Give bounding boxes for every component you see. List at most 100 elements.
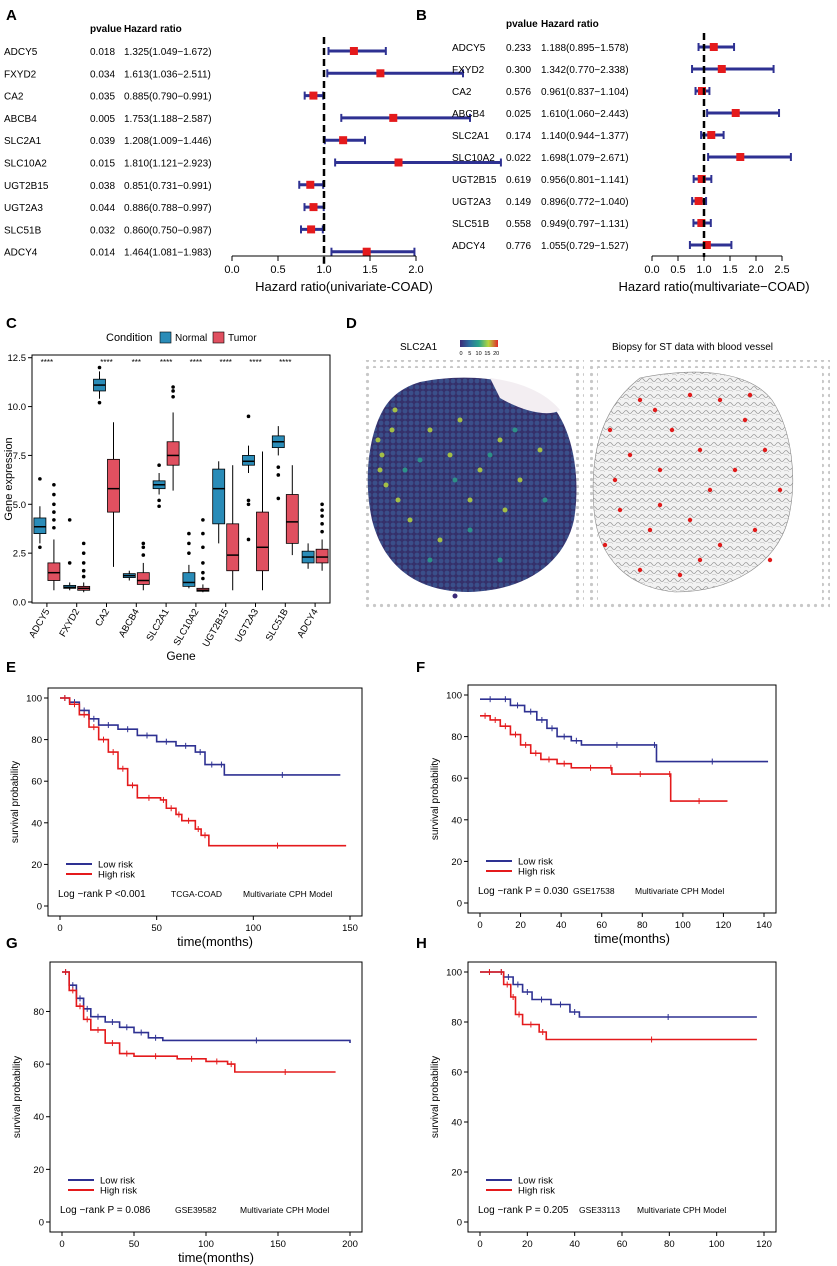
normal-outlier	[276, 473, 281, 477]
x-tick-label: 100	[198, 1239, 214, 1250]
normal-box	[242, 455, 255, 466]
x-tick-label: 0.0	[644, 264, 659, 276]
row-gene-label: CA2	[4, 92, 24, 103]
normal-outlier	[157, 463, 161, 468]
tumor-outlier	[201, 518, 205, 522]
model-label: Multivariate CPH Model	[243, 889, 332, 899]
tumor-box	[166, 441, 180, 466]
panel-letter-d: D	[346, 315, 357, 332]
panel-letter-c: C	[6, 315, 17, 332]
dataset-label: GSE17538	[573, 886, 615, 896]
tumor-box	[256, 511, 269, 572]
normal-outlier	[38, 545, 42, 550]
significance-marker: ****	[100, 358, 112, 367]
tumor-outlier	[141, 541, 146, 546]
x-tick-label: 1.5	[362, 264, 377, 276]
hr-point	[306, 180, 315, 189]
y-tick-label: 100	[26, 694, 42, 705]
hr-point	[394, 158, 403, 167]
y-tick-label: 20	[451, 857, 462, 868]
legend-swatch-tumor	[212, 331, 225, 344]
normal-outlier	[276, 465, 281, 469]
km-plot-gse33113: 0 20 40 60 80 100 0 20 40 60 80 100 120 survival prob…	[430, 961, 777, 1250]
colorbar-tick-label: 15	[484, 351, 490, 357]
y-tick-label: 40	[31, 818, 42, 829]
legend-label-high: High risk	[518, 867, 555, 878]
logrank-text: Log −rank P <0.001	[58, 889, 146, 900]
logrank-text: Log −rank P = 0.205	[478, 1205, 569, 1216]
hr-point	[694, 197, 703, 205]
header-hazard-ratio: Hazard ratio	[124, 24, 182, 35]
row-gene-label: FXYD2	[452, 65, 485, 76]
legend-swatch-normal	[159, 331, 172, 344]
x-tick-label: 80	[637, 920, 648, 931]
tumor-outlier	[52, 518, 56, 522]
d-left-title: SLC2A1	[400, 342, 438, 353]
row-pvalue: 0.044	[90, 203, 115, 214]
y-tick-label: 20	[33, 1165, 44, 1176]
x-tick-label: 0	[59, 1239, 64, 1250]
row-hazard-ratio-text: 1.613(1.036−2.511)	[124, 69, 211, 80]
hr-point	[731, 109, 740, 117]
row-gene-label: CA2	[452, 87, 472, 98]
model-label: Multivariate CPH Model	[240, 1205, 329, 1215]
logrank-text: Log −rank P = 0.086	[60, 1205, 151, 1216]
legend-label-low: Low risk	[100, 1176, 135, 1187]
row-pvalue: 0.014	[90, 248, 115, 259]
x-tick-label: 100	[709, 1239, 725, 1250]
plot-frame	[49, 961, 363, 1233]
plot-frame	[467, 961, 777, 1233]
y-axis-title: survival probability	[12, 1056, 23, 1138]
legend-title: Condition	[106, 332, 152, 344]
y-tick-label: 0	[37, 902, 42, 913]
plot-frame	[47, 687, 363, 917]
tumor-outlier	[81, 551, 86, 555]
curve-high-risk	[62, 971, 336, 1073]
x-tick-label: 2.5	[774, 264, 789, 276]
d-right-title: Biopsy for ST data with blood vessel	[612, 342, 773, 353]
row-hazard-ratio-text: 1.188(0.895−1.578)	[541, 43, 629, 54]
normal-outlier	[246, 537, 251, 542]
row-hazard-ratio-text: 0.896(0.772−1.040)	[541, 197, 629, 208]
tumor-outlier	[171, 389, 175, 393]
row-hazard-ratio-text: 0.885(0.790−0.991)	[124, 92, 212, 103]
x-axis-title: Hazard ratio(univariate-COAD)	[255, 279, 433, 294]
normal-outlier	[157, 504, 161, 509]
y-tick-label: 2.5	[13, 549, 26, 560]
hr-point	[697, 87, 706, 95]
hr-point	[339, 136, 348, 145]
normal-outlier	[97, 400, 102, 405]
tumor-outlier	[141, 545, 146, 550]
logrank-text: Log −rank P = 0.030	[478, 886, 569, 897]
normal-box	[212, 468, 226, 525]
row-hazard-ratio-text: 1.055(0.729−1.527)	[541, 241, 629, 252]
x-tick-label: 0	[57, 923, 62, 934]
row-pvalue: 0.149	[506, 197, 531, 208]
x-tick-label: 100	[245, 923, 261, 934]
row-pvalue: 0.005	[90, 114, 115, 125]
significance-marker: ****	[279, 358, 291, 367]
y-tick-label: 60	[451, 774, 462, 785]
tumor-outlier	[141, 553, 146, 557]
row-pvalue: 0.233	[506, 43, 531, 54]
plot-frame	[467, 684, 777, 914]
tumor-outlier	[52, 482, 56, 487]
row-pvalue: 0.174	[506, 131, 531, 142]
row-pvalue: 0.032	[90, 225, 115, 236]
significance-marker: ****	[219, 358, 231, 367]
y-tick-label: 0	[457, 1218, 462, 1229]
km-plot-gse39582: 0 20 40 60 80 0 50 100 150 200 time(months) surviva…	[12, 961, 363, 1265]
x-tick-label: SLC51B	[264, 607, 291, 643]
y-tick-label: 0.0	[13, 598, 26, 609]
x-tick-label: 40	[556, 920, 567, 931]
tumor-outlier	[320, 514, 324, 518]
hr-point	[307, 225, 316, 234]
panel-letter-f: F	[416, 659, 425, 676]
x-tick-label: 120	[756, 1239, 772, 1250]
forest-plot-multivariate: pvalue Hazard ratio ADCY5 0.233 1.188(0.895−…	[452, 19, 810, 294]
normal-outlier	[67, 561, 72, 565]
y-tick-label: 80	[31, 735, 42, 746]
row-gene-label: UGT2B15	[452, 175, 497, 186]
row-hazard-ratio-text: 1.810(1.121−2.923)	[124, 159, 212, 170]
